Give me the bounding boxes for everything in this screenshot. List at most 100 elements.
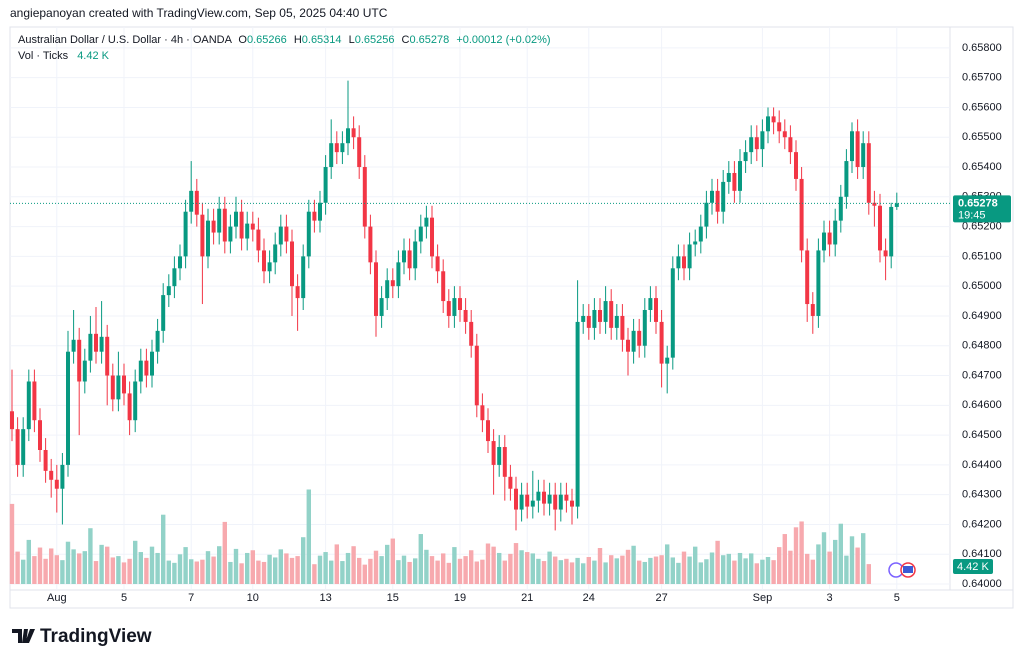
volume-bar [105,546,110,584]
x-tick-label: 24 [583,592,595,604]
candle-body [614,315,619,328]
candle-body [43,450,48,471]
volume-bar [233,548,239,584]
candle-body [211,220,216,233]
candle-body [88,333,93,361]
x-tick-label: Sep [753,592,773,604]
candle-body [334,143,339,153]
volume-bar [373,550,379,584]
candle-body [318,202,322,221]
candle-body [329,143,334,168]
candle-body [15,429,20,465]
candle-body [217,208,222,233]
volume-bar [581,563,586,584]
y-tick-label: 0.64500 [962,429,1002,441]
volume-bar [620,555,625,584]
candle-body [374,262,378,316]
candle-body [245,223,250,239]
candle-body [558,494,563,510]
volume-title: Vol · Ticks [18,50,69,62]
y-tick-label: 0.64600 [962,399,1002,411]
volume-bar [838,523,843,584]
candle-body [726,172,731,182]
volume-bar [368,558,373,584]
candle-body [530,500,535,507]
symbol-title: Australian Dollar / U.S. Dollar · 4h · O… [18,34,233,46]
volume-bar [401,555,407,584]
volume-bar [250,550,255,584]
volume-bar [564,558,569,584]
candle-body [206,220,210,257]
candle-body [469,321,474,346]
candle-body [626,339,630,352]
candle-body [430,217,434,257]
candle-body [357,137,362,168]
volume-bar [721,555,726,584]
volume-bar [687,556,692,584]
candle-body [379,298,384,316]
volume-bar [429,556,435,584]
candle-body [362,167,367,227]
candle-body [418,226,423,242]
candle-body [290,241,294,287]
volume-bar [558,560,563,584]
volume-bar [155,552,160,584]
candle-body [766,116,770,132]
volume-bar [289,557,295,584]
candle-body [200,214,205,257]
volume-bar [569,562,575,584]
volume-bar [312,564,317,584]
candle-body [883,250,888,257]
volume-bar [161,514,166,584]
y-tick-label: 0.64100 [962,548,1002,560]
volume-bar [149,546,155,584]
volume-bar [732,560,737,584]
volume-bar [681,551,687,584]
candle-body [777,122,782,132]
candle-body [536,491,541,501]
y-tick-label: 0.65200 [962,221,1002,233]
volume-bar [704,559,709,584]
candle-body [827,232,832,245]
candle-body [402,250,406,263]
volume-bar [88,528,93,584]
volume-bar [592,560,597,584]
volume-bar [189,559,194,584]
y-tick-label: 0.65400 [962,161,1002,173]
volume-bar [26,539,31,584]
candle-body [542,491,546,504]
candle-body [575,321,580,507]
candle-body [306,211,311,257]
candle-body [648,298,653,310]
volume-bar [541,561,547,584]
volume-bar [121,562,127,584]
open-value: 0.65266 [247,34,287,46]
volume-bar [245,552,250,584]
candle-body [833,220,838,245]
volume-bar [452,547,457,584]
volume-bar [172,562,177,584]
volume-bar [485,543,491,584]
volume-bar [603,562,608,584]
candle-body [659,321,664,364]
y-tick-label: 0.65700 [962,72,1002,84]
candle-body [273,244,278,263]
candle-body [21,429,26,465]
candle-body [486,420,490,442]
volume-bar [536,558,541,584]
candle-body [570,500,574,507]
x-tick-label: 19 [454,592,466,604]
candle-body [698,226,703,242]
candle-body [525,494,530,507]
volume-bar [323,552,328,584]
price-label: 0.65278 [958,197,998,209]
candle-body [502,447,507,477]
candle-body [782,131,787,138]
volume-bar [9,503,15,584]
y-tick-label: 0.65100 [962,250,1002,262]
candle-body [603,301,608,322]
grid [10,27,950,590]
volume-bar [497,552,502,584]
high-value: 0.65314 [302,34,342,46]
